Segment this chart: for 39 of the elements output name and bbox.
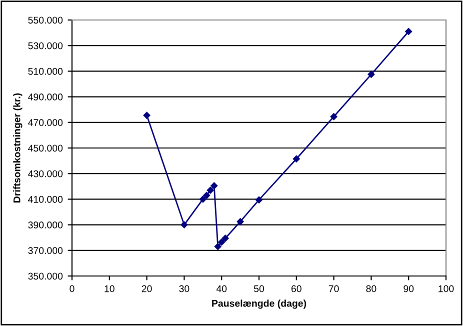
point	[210, 182, 218, 190]
y-tick-label: 410.000	[28, 196, 63, 203]
y-tick-label: 510.000	[28, 68, 63, 75]
x-axis-title: Pauselængde (dage)	[212, 300, 306, 309]
x-tick-label: 30	[179, 285, 190, 292]
point	[203, 192, 210, 199]
x-tick-label: 10	[104, 285, 114, 292]
y-tick-label: 490.000	[28, 94, 63, 100]
x-tick-label: 50	[254, 285, 264, 292]
y-axis-title: Driftsomkostninger (kr.)	[13, 93, 22, 202]
x-tick-label: 100	[438, 285, 454, 292]
x-tick-label: 60	[291, 285, 302, 292]
point	[180, 221, 188, 228]
y-tick-label: 350.000	[28, 272, 63, 280]
point	[236, 218, 244, 226]
point	[256, 196, 262, 204]
y-tick-label: 530.000	[28, 42, 63, 50]
point	[292, 155, 300, 162]
y-tick-label: 450.000	[28, 144, 63, 152]
y-tick-label: 390.000	[28, 222, 63, 228]
point	[218, 238, 226, 246]
x-tick-label: 0	[70, 285, 74, 292]
x-tick-label: 70	[328, 285, 339, 292]
y-tick-label: 430.000	[28, 170, 63, 178]
point	[206, 186, 214, 194]
y-tick-label: 550.000	[28, 16, 63, 24]
y-tick-label: 470.000	[28, 119, 63, 126]
point	[214, 243, 222, 250]
point	[222, 234, 229, 242]
x-tick-label: 90	[404, 285, 414, 292]
point	[199, 196, 206, 203]
x-tick-label: 20	[142, 285, 152, 292]
x-tick-label: 80	[366, 285, 376, 292]
x-tick-label: 40	[216, 285, 227, 292]
point	[368, 70, 375, 78]
y-tick-label: 370.000	[28, 247, 63, 254]
point	[330, 113, 338, 120]
point	[143, 112, 150, 119]
point	[405, 28, 412, 35]
